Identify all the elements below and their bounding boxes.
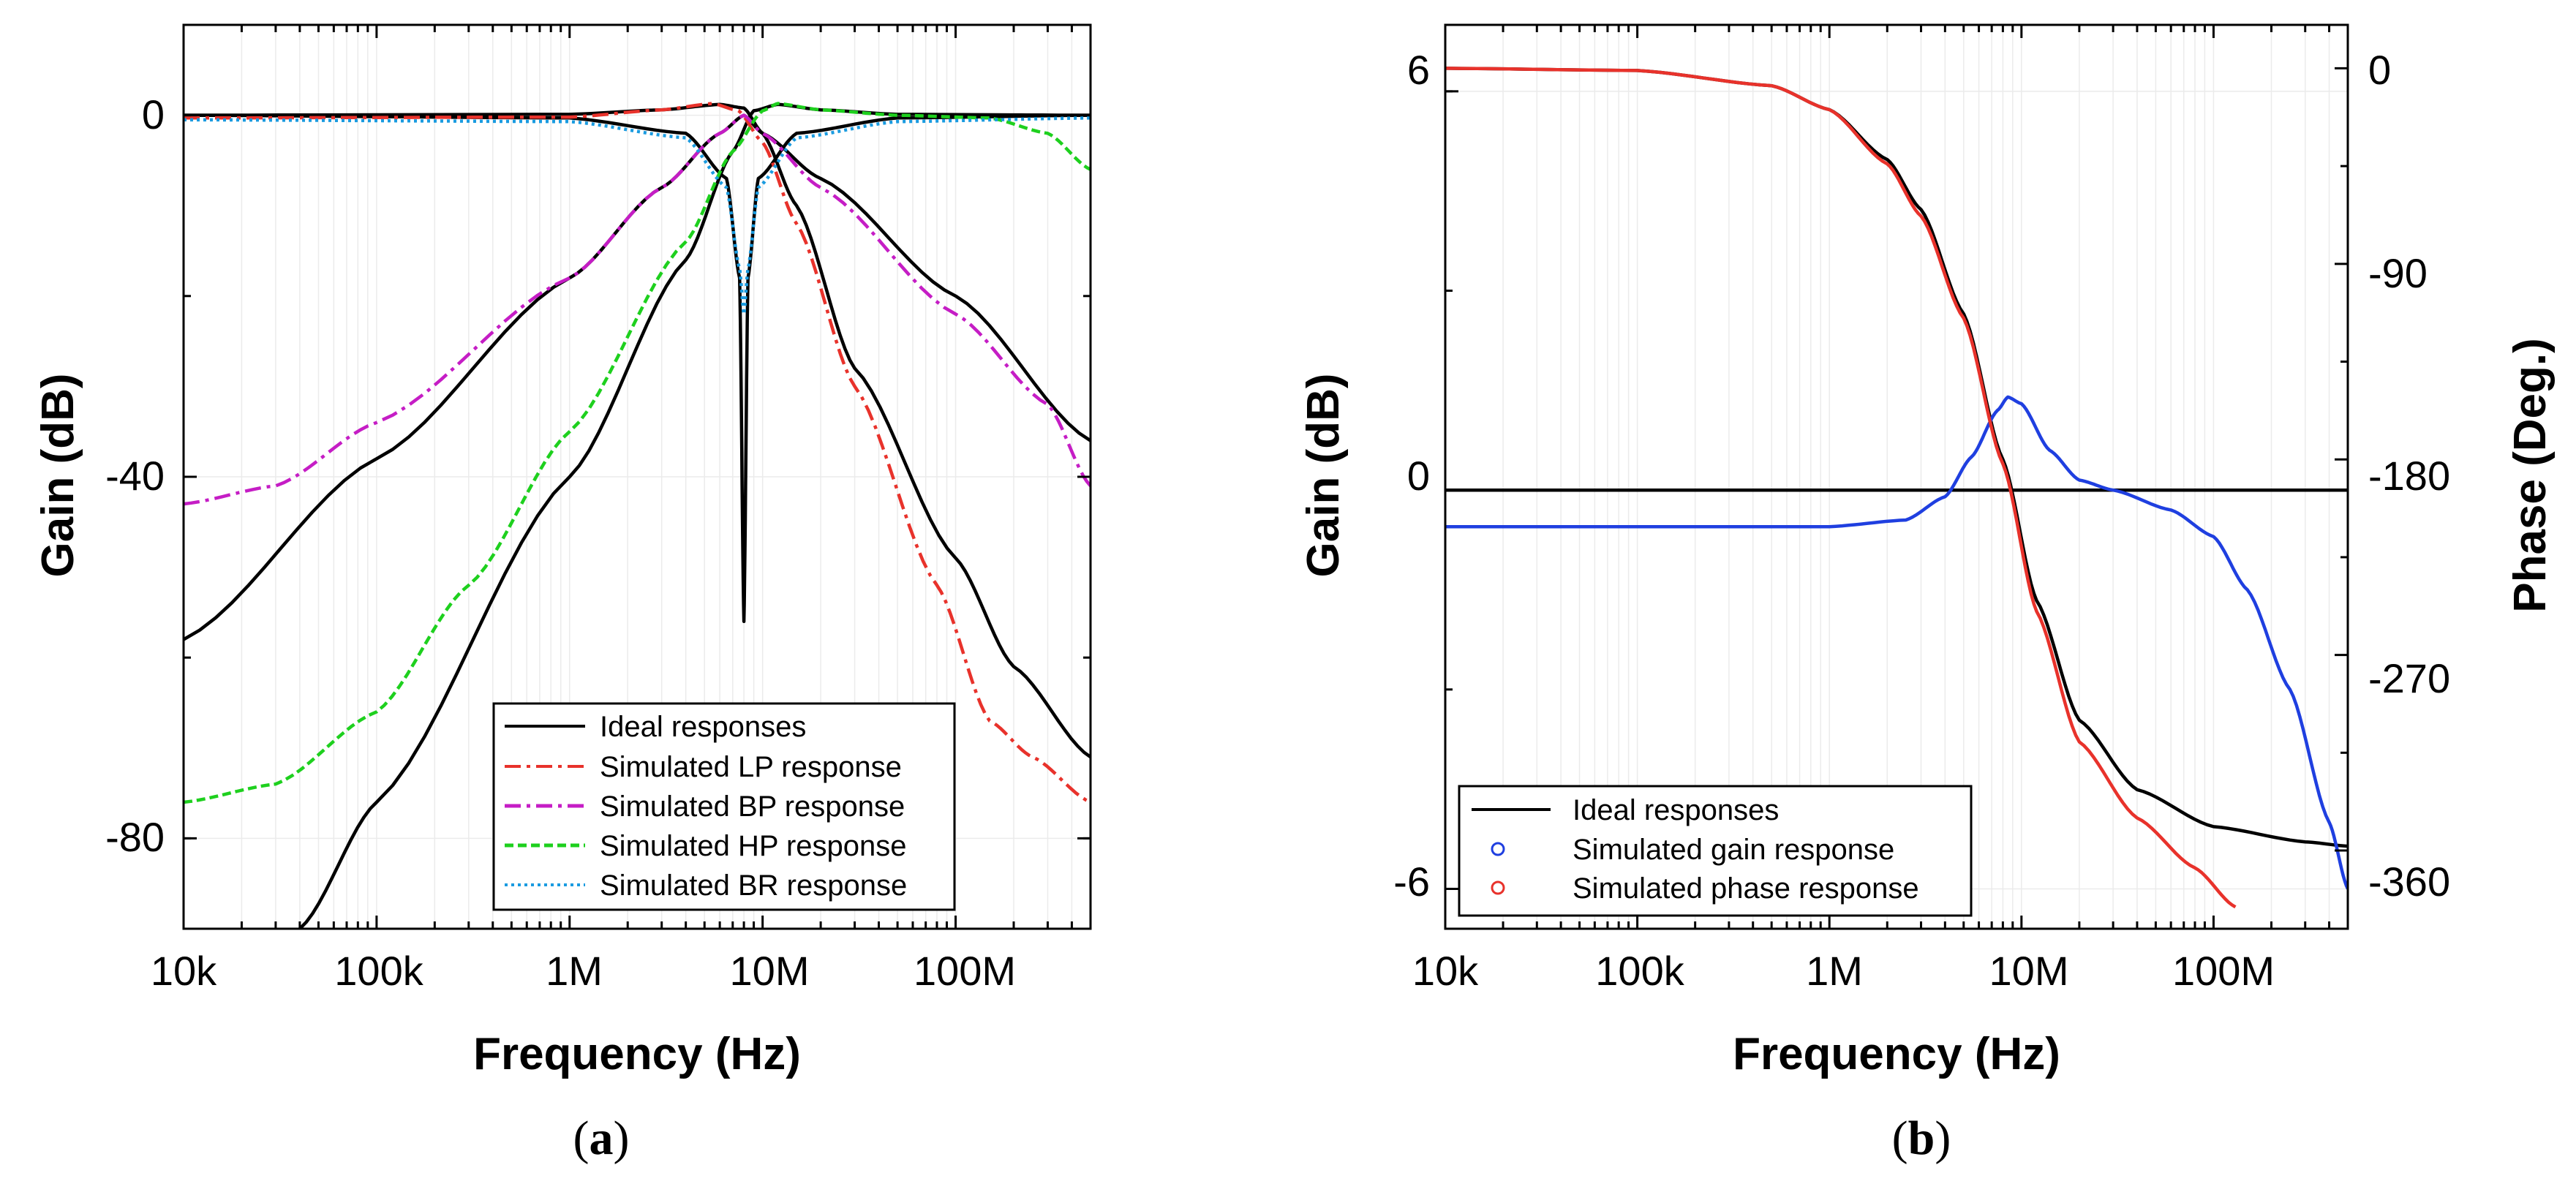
panel-b-xtick-label: 10k — [1412, 948, 1479, 994]
panel-a-legend-label: Simulated BR response — [600, 870, 907, 902]
panel-b-legend-label: Ideal responses — [1573, 794, 1779, 826]
panel-a-xtick-label: 1M — [546, 948, 603, 994]
panel-a-x-axis-title: Frequency (Hz) — [473, 1029, 801, 1079]
panel-b-y2tick-label: 0 — [2368, 47, 2391, 93]
panel-b-y2tick-label: -180 — [2368, 453, 2450, 499]
panel-b-legend-marker — [1491, 880, 1505, 895]
panel-b-x-axis-title: Frequency (Hz) — [1733, 1029, 2060, 1079]
panel-b-series-group — [1445, 67, 2348, 909]
panel-b-plot-frame — [1444, 23, 2349, 930]
panel-b-ytick-label: -6 — [1393, 859, 1430, 905]
panel-a-series-ideal-hp — [298, 102, 1091, 929]
panel-a-series-group — [184, 102, 1091, 929]
panel-a-ytick-label: 0 — [142, 91, 165, 137]
panel-a-xtick-label: 10k — [151, 948, 217, 994]
panel-b-xtick-label: 10M — [1989, 948, 2069, 994]
panel-b-y2tick-label: -360 — [2368, 859, 2450, 905]
panel-b-label-letter: b — [1908, 1112, 1935, 1165]
panel-b-ticks — [1444, 25, 2349, 929]
panel-a-label-letter: a — [590, 1112, 614, 1165]
panel-b-y2tick-label: -270 — [2368, 655, 2450, 701]
panel-a-ytick-label: -40 — [105, 453, 165, 499]
panel-a-y-axis-title: Gain (dB) — [33, 374, 83, 578]
panel-a-xtick-label: 100M — [914, 948, 1016, 994]
panel-a-series-simulated-lp — [184, 102, 1091, 804]
panel-a-series-simulated-bp — [184, 113, 1091, 506]
panel-b-xtick-label: 1M — [1806, 948, 1863, 994]
panel-b-xtick-label: 100M — [2172, 948, 2275, 994]
panel-b-ytick-label: 6 — [1407, 47, 1430, 93]
panel-b-legend-marker — [1491, 842, 1505, 856]
panel-a-legend-label: Simulated HP response — [600, 830, 907, 862]
panel-b-series-simulated-phase — [1445, 67, 2237, 909]
panel-b-legend: Ideal responses Simulated gain response … — [1458, 785, 1973, 917]
panel-b-series-simulated-gain — [1445, 395, 2348, 890]
panel-a-legend-label: Simulated BP response — [600, 791, 905, 823]
panel-a-series-ideal-bp — [184, 113, 1091, 641]
panel-b-xtick-label: 100k — [1595, 948, 1684, 994]
panel-a-series-simulated-br — [184, 116, 1091, 316]
panel-a-series-ideal-lp — [184, 102, 1091, 759]
panel-a-legend-label: Simulated LP response — [600, 751, 902, 783]
panel-a-ytick-label: -80 — [105, 814, 165, 860]
panel-b-y2-axis-title: Phase (Deg.) — [2505, 338, 2556, 613]
panel-b: 6 0 -6 0 -90 -180 -270 -360 10k 100k 1M … — [1298, 23, 2556, 1165]
panel-b-series-ideal-phase — [1445, 67, 2348, 848]
panel-a-series-simulated-hp — [184, 102, 1091, 804]
panel-a-ticks — [182, 25, 1092, 929]
panel-b-label: (b) — [1892, 1112, 1951, 1165]
panel-b-y-axis-title: Gain (dB) — [1298, 374, 1349, 578]
panel-b-legend-label: Simulated gain response — [1573, 834, 1894, 866]
panel-a-series-ideal-br — [184, 113, 1091, 624]
panel-b-ytick-label: 0 — [1407, 453, 1430, 499]
panel-a-xtick-label: 100k — [334, 948, 423, 994]
panel-a-legend-label: Ideal responses — [600, 711, 806, 743]
panel-b-y2tick-label: -90 — [2368, 250, 2428, 296]
panel-b-grid — [1445, 25, 2349, 929]
panel-b-legend-box — [1458, 785, 1973, 917]
panel-a-xtick-label: 10M — [730, 948, 810, 994]
panel-a: 0 -40 -80 10k 100k 1M 10M 100M Frequency… — [33, 23, 1092, 1165]
panel-b-legend-label: Simulated phase response — [1573, 872, 1919, 905]
panel-a-label: (a) — [573, 1112, 630, 1165]
panel-a-legend: Ideal responses Simulated LP response Si… — [492, 702, 956, 911]
